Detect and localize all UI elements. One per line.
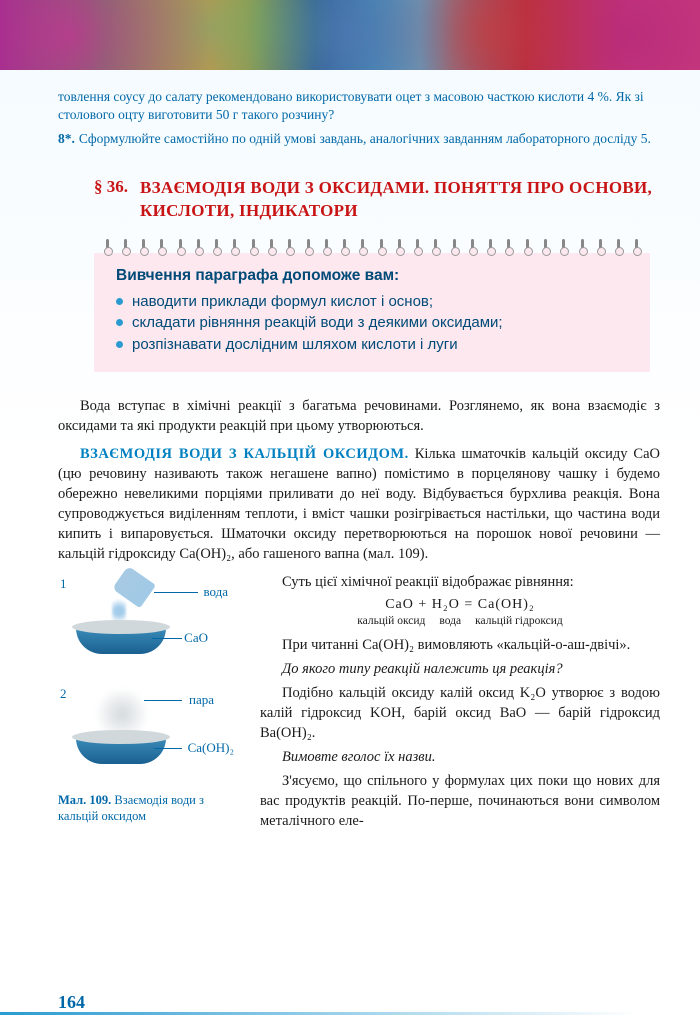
header-banner xyxy=(0,0,700,70)
figure-caption: Мал. 109. Взаємодія води з кальцій оксид… xyxy=(58,792,246,825)
figure-label-steam: пара xyxy=(189,692,214,708)
spiral-binding xyxy=(94,235,650,253)
paragraph: ВЗАЄМОДІЯ ВОДИ З КАЛЬЦІЙ ОКСИДОМ. Кілька… xyxy=(58,444,660,564)
learning-goals-title: Вивчення параграфа допоможе вам: xyxy=(116,267,632,285)
text-column: Суть цієї хімічної реакції відображає рі… xyxy=(260,572,660,835)
learning-goal-item: розпізнавати дослідним шляхом кислоти і … xyxy=(116,334,632,356)
equation-block: CaO + H₂O = Ca(OН)₂ кальцій оксид вода к… xyxy=(260,596,660,629)
section-title: ВЗАЄМОДІЯ ВОДИ З ОКСИДАМИ. ПОНЯТТЯ ПРО О… xyxy=(140,177,660,223)
learning-goals-box: Вивчення параграфа допоможе вам: наводит… xyxy=(94,253,650,372)
paragraph: З'ясуємо, що спільного у формулах цих по… xyxy=(260,771,660,831)
figure-caption-num: Мал. 109. xyxy=(58,793,111,807)
figure-label-caoh: Ca(OH)₂ xyxy=(188,740,234,756)
page-content: товлення соусу до салату рекомендовано в… xyxy=(0,70,700,1023)
bowl-icon xyxy=(76,738,166,764)
eq-label: кальцій гідроксид xyxy=(475,614,563,629)
two-column-layout: 1 2 вода CaO пара Ca(OH)₂ Мал. 109. Взає… xyxy=(58,572,660,835)
bowl-icon xyxy=(76,628,166,654)
question: До якого типу реакцій належить ця реакці… xyxy=(260,659,660,679)
section-number: § 36. xyxy=(94,177,128,197)
subsection-title: ВЗАЄМОДІЯ ВОДИ З КАЛЬЦІЙ ОКСИДОМ. xyxy=(80,446,409,462)
learning-goal-item: складати рівняння реакцій води з деякими… xyxy=(116,312,632,334)
paragraph: Подібно кальцій оксиду калій оксид K₂O у… xyxy=(260,683,660,743)
figure-column: 1 2 вода CaO пара Ca(OH)₂ Мал. 109. Взає… xyxy=(58,572,246,835)
section-header: § 36. ВЗАЄМОДІЯ ВОДИ З ОКСИДАМИ. ПОНЯТТЯ… xyxy=(94,177,660,223)
paragraph: При читанні Ca(OH)₂ вимовляють «кальцій-… xyxy=(260,635,660,655)
figure-step-1: 1 xyxy=(60,576,67,592)
page-number: 164 xyxy=(58,992,85,1013)
task-8-text: Сформулюйте самостійно по одній умові за… xyxy=(79,130,651,148)
figure-step-2: 2 xyxy=(60,686,67,702)
figure-label-cao: CaO xyxy=(184,630,208,646)
eq-label: кальцій оксид xyxy=(357,614,425,629)
question: Вимовте вголос їх назви. xyxy=(260,747,660,767)
eq-label: вода xyxy=(439,614,461,629)
learning-goal-item: наводити приклади формул кислот і основ; xyxy=(116,291,632,313)
task-8-marker: 8*. xyxy=(58,130,75,148)
paragraph: Вода вступає в хімічні реакції з багатьм… xyxy=(58,396,660,436)
subsection-body: Кілька шматочків кальцій оксиду CaO (цю … xyxy=(58,446,660,562)
equation-labels: кальцій оксид вода кальцій гідроксид xyxy=(260,614,660,629)
paragraph: Суть цієї хімічної реакції відображає рі… xyxy=(260,572,660,592)
task-8: 8*. Сформулюйте самостійно по одній умов… xyxy=(58,130,660,148)
continuation-text: товлення соусу до салату рекомендовано в… xyxy=(58,88,660,124)
figure-label-water: вода xyxy=(203,584,228,600)
equation: CaO + H₂O = Ca(OН)₂ xyxy=(260,596,660,614)
